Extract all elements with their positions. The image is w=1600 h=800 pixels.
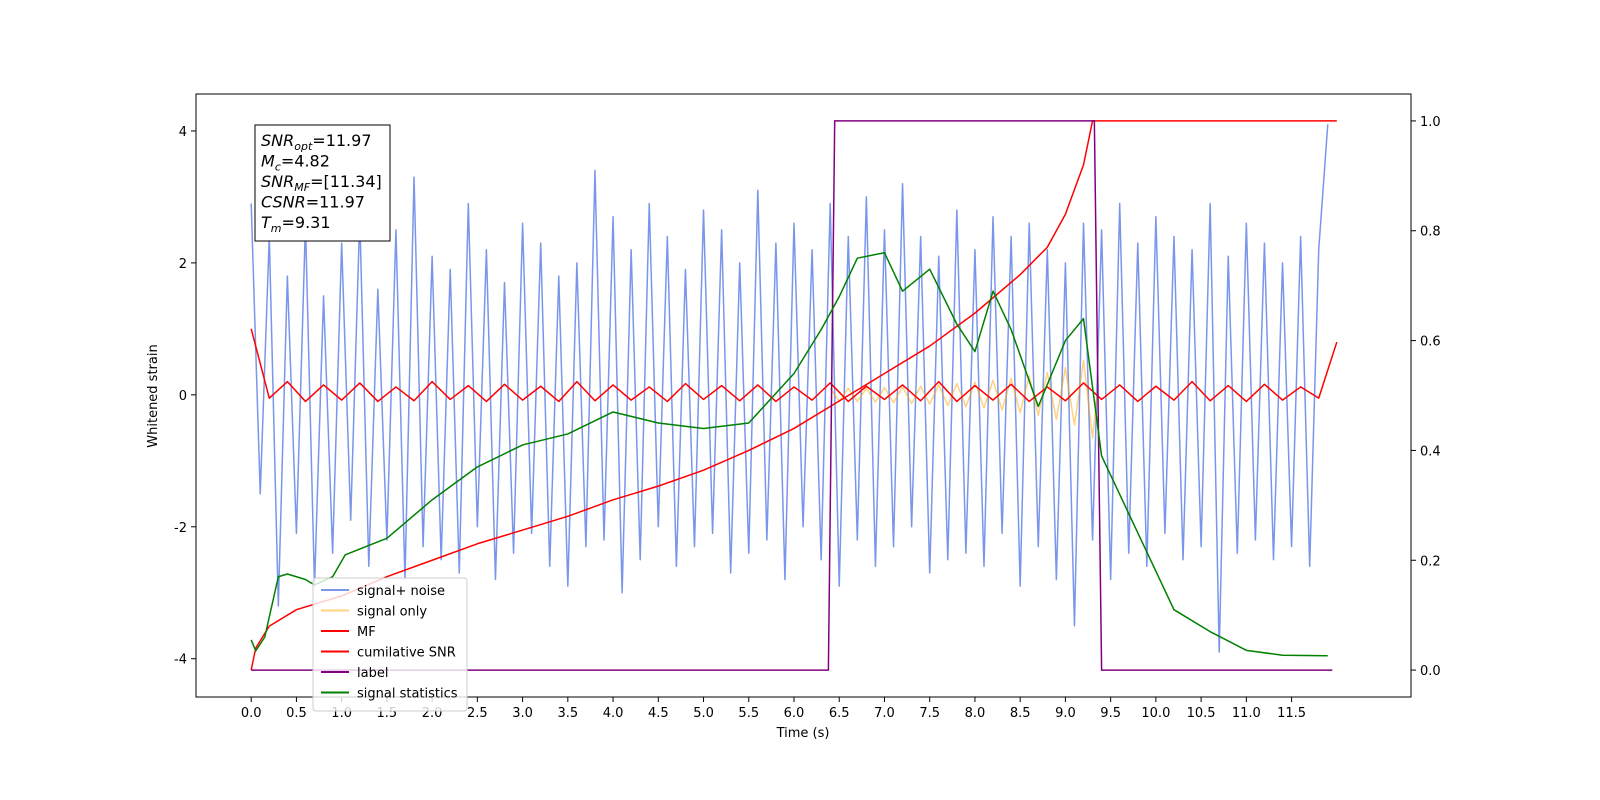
- y2-tick-label: 0.6: [1420, 335, 1441, 350]
- annotation-frame: [254, 124, 391, 242]
- y-tick-label: -2: [174, 521, 187, 536]
- annotation-subscript: c: [275, 161, 281, 174]
- x-tick-label: 7.5: [919, 706, 940, 721]
- x-tick-label: 4.0: [603, 706, 624, 721]
- y-axis-label: Whitened strain: [146, 344, 161, 447]
- annotation: SNRopt=11.97: [261, 131, 372, 153]
- annotation: Tm=9.31: [261, 213, 331, 235]
- x-tick-label: 10.0: [1141, 706, 1170, 721]
- y2-tick-label: 0.0: [1420, 664, 1441, 679]
- series-line: [829, 359, 1098, 439]
- annotation-subscript: MF: [294, 181, 310, 194]
- y-tick-label: -4: [174, 653, 187, 668]
- x-tick-label: 6.0: [784, 706, 805, 721]
- annotation-value: =9.31: [282, 213, 331, 232]
- annotation-symbol: CSNR: [261, 193, 306, 212]
- x-tick-label: 3.5: [557, 706, 578, 721]
- y2-tick-label: 0.2: [1420, 554, 1441, 569]
- y-tick-label: 4: [179, 125, 187, 140]
- annotation: SNRMF=[11.34]: [261, 172, 382, 194]
- x-tick-label: 0.5: [286, 706, 307, 721]
- x-tick-label: 6.5: [829, 706, 850, 721]
- annotation-value: =11.97: [306, 193, 365, 212]
- x-tick-label: 5.0: [693, 706, 714, 721]
- y2-tick-label: 0.4: [1420, 444, 1441, 459]
- x-tick-label: 5.5: [738, 706, 759, 721]
- x-tick-label: 10.5: [1187, 706, 1216, 721]
- axes-frame: [195, 93, 1412, 698]
- x-tick-label: 2.5: [467, 706, 488, 721]
- annotation-subscript: m: [271, 222, 282, 235]
- annotation-box: SNRopt=11.97Mc=4.82SNRMF=[11.34]CSNR=11.…: [254, 124, 391, 242]
- annotation-symbol: SNR: [261, 172, 294, 191]
- x-tick-label: 3.0: [512, 706, 533, 721]
- annotation: Mc=4.82: [261, 152, 330, 174]
- legend-label: MF: [357, 625, 376, 640]
- annotation-value: =[11.34]: [310, 172, 382, 191]
- legend-label: cumilative SNR: [357, 646, 456, 661]
- annotation-value: =11.97: [312, 131, 371, 150]
- x-tick-label: 9.0: [1055, 706, 1076, 721]
- x-axis-label: Time (s): [776, 726, 830, 741]
- annotation-subscript: opt: [294, 140, 313, 153]
- x-tick-label: 11.5: [1277, 706, 1306, 721]
- annotation-value: =4.82: [281, 152, 330, 171]
- x-tick-label: 8.0: [965, 706, 986, 721]
- x-tick-label: 8.5: [1010, 706, 1031, 721]
- y-tick-label: 0: [179, 389, 187, 404]
- series-line: [250, 328, 1338, 403]
- annotation-symbol: M: [261, 152, 275, 171]
- x-tick-label: 4.5: [648, 706, 669, 721]
- x-tick-label: 11.0: [1232, 706, 1261, 721]
- legend-label: signal+ noise: [357, 584, 445, 599]
- series-line: [250, 124, 1329, 653]
- legend: signal+ noise signal only MF cumilative SNR…: [312, 577, 468, 712]
- x-tick-label: 0.0: [241, 706, 262, 721]
- y-tick-label: 2: [179, 257, 187, 272]
- x-tick-label: 9.5: [1100, 706, 1121, 721]
- annotation-symbol: SNR: [261, 131, 294, 150]
- series-line: [251, 120, 1333, 671]
- legend-label: signal statistics: [357, 687, 458, 702]
- legend-label: signal only: [357, 605, 427, 620]
- y2-tick-label: 1.0: [1420, 115, 1441, 130]
- x-tick-label: 7.0: [874, 706, 895, 721]
- y2-tick-label: 0.8: [1420, 225, 1441, 240]
- annotation: CSNR=11.97: [261, 193, 365, 212]
- legend-frame: [312, 577, 468, 712]
- legend-label: label: [357, 666, 388, 681]
- annotation-symbol: T: [261, 213, 272, 232]
